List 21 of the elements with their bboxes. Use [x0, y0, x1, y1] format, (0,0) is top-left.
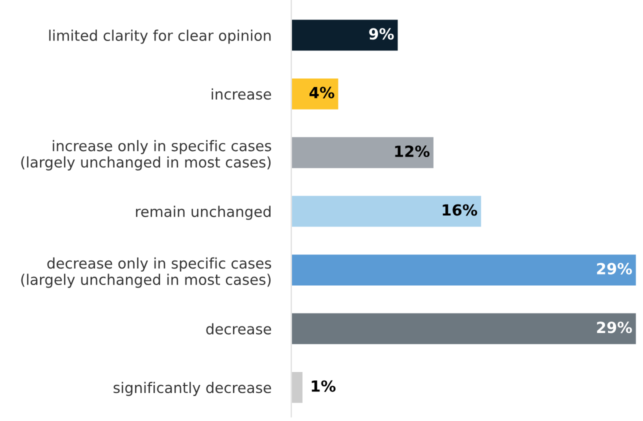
y-tick-label: decrease only in specific cases (largely unchanged in most cases) — [21, 257, 272, 288]
data-label: 4% — [310, 86, 334, 98]
y-tick-label: significantly decrease — [114, 382, 272, 396]
y-tick-label: remain unchanged — [136, 206, 271, 220]
y-tick-label: decrease — [206, 323, 272, 334]
bar — [291, 18, 400, 52]
bar — [291, 77, 340, 111]
data-label: 29% — [597, 322, 632, 334]
bar — [291, 253, 637, 287]
data-label: 9% — [369, 28, 394, 40]
y-tick-label: limited clarity for clear opinion — [49, 30, 271, 44]
data-label: 12% — [395, 146, 430, 158]
data-label: 29% — [597, 262, 632, 274]
bar — [291, 194, 482, 228]
y-tick-label: increase — [212, 88, 272, 100]
bar — [291, 136, 435, 170]
y-tick-label: increase only in specific cases (largely unchanged in most cases) — [21, 140, 272, 170]
data-label: 1% — [312, 380, 336, 392]
bar — [291, 312, 637, 346]
data-label: 16% — [442, 204, 478, 216]
bar — [291, 370, 304, 404]
